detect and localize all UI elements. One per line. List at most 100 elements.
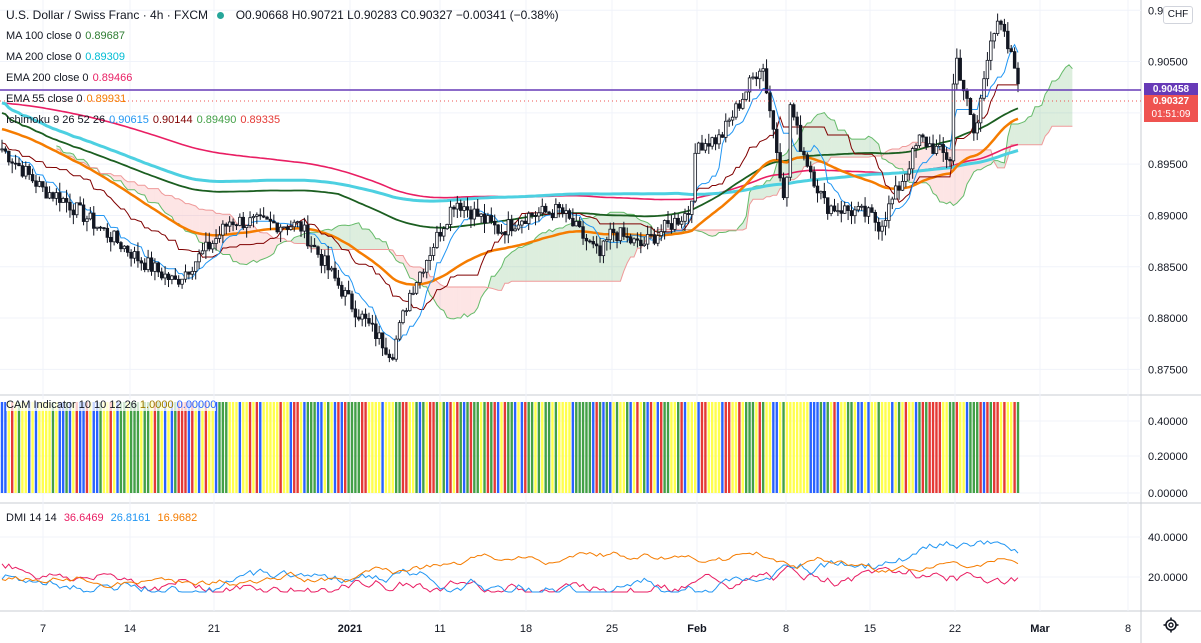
cloud-segment (501, 258, 505, 291)
cam-bar (286, 402, 289, 493)
cam-bar (61, 402, 65, 493)
dmi-plus-value: 36.6469 (63, 512, 104, 524)
cam-bar (857, 402, 860, 493)
cam-bar (228, 402, 231, 493)
cloud-segment (511, 250, 516, 282)
candle-body (931, 143, 935, 154)
cloud-segment (1018, 122, 1022, 145)
candle-body (251, 216, 256, 219)
cam-bar (160, 402, 163, 493)
cloud-segment (1055, 78, 1059, 127)
cam-bar (955, 402, 959, 493)
candle-body (846, 205, 850, 211)
cloud-segment (311, 232, 315, 249)
cam-bar (643, 402, 646, 493)
candle-body (20, 165, 25, 177)
candle-body (955, 57, 959, 85)
candle-body (221, 223, 225, 236)
cam-bar (568, 402, 571, 493)
cam-bar (391, 402, 394, 493)
cam-bar (697, 402, 700, 493)
cam-bar (812, 402, 816, 493)
candle-body (737, 103, 742, 109)
candle-body (717, 134, 721, 145)
main-pane[interactable] (0, 0, 1141, 395)
cam-bar (744, 402, 748, 493)
candle-body (47, 192, 52, 199)
symbol-title[interactable]: U.S. Dollar / Swiss Franc · 4h · FXCM O0… (6, 8, 559, 22)
cloud-segment (899, 146, 903, 169)
indicator-legend-item[interactable]: EMA 200 close 0 0.89466 (6, 72, 136, 84)
cam-bar (799, 402, 802, 493)
cam-bar (7, 402, 10, 493)
cam-bar (646, 402, 649, 493)
candle-body (81, 204, 86, 222)
candle-body (598, 245, 602, 257)
cloud-segment (131, 181, 135, 190)
cloud-segment (820, 112, 825, 163)
indicator-legend-item[interactable]: EMA 55 close 0 0.89931 (6, 93, 130, 105)
indicator-legend-item[interactable]: MA 100 close 0 0.89687 (6, 30, 129, 42)
indicator-label: MA 100 close 0 (6, 30, 82, 42)
hline-price-label[interactable]: 0.90458 (1144, 83, 1198, 97)
cloud-segment (80, 159, 84, 163)
cam-bar (4, 402, 7, 493)
cam-bar (10, 402, 14, 493)
cloud-segment (165, 195, 169, 215)
candle-body (44, 186, 48, 199)
time-axis-ticks[interactable]: 7 14 21 2021 11 18 25 Feb 8 15 22 Mar 8 (40, 623, 1131, 635)
currency-button[interactable]: CHF (1163, 6, 1193, 24)
cam-bar (82, 402, 85, 493)
candle-body (995, 20, 1000, 34)
cam-bar (435, 402, 439, 493)
cloud-segment (66, 152, 70, 157)
cam-indicator-bars (0, 402, 1020, 493)
cam-bar (422, 402, 425, 493)
candle-body (88, 212, 93, 220)
candle-body (734, 103, 738, 118)
cloud-segment (895, 149, 900, 169)
cam-bar (877, 402, 880, 493)
cam-bar (150, 402, 153, 493)
dmi-tick-label: 40.0000 (1148, 532, 1188, 544)
candle-body (363, 313, 368, 319)
indicator-legend-item[interactable]: MA 200 close 0 0.89309 (6, 51, 129, 63)
cam-bar (656, 402, 660, 493)
cam-bar (952, 402, 955, 493)
candle-body (316, 246, 320, 255)
cam-bar (677, 402, 680, 493)
price-tick-label: 0.90500 (1148, 57, 1188, 69)
candle-body (907, 168, 911, 175)
candle-body (414, 282, 419, 294)
cloud-segment (542, 232, 546, 282)
candle-body (696, 142, 701, 154)
cam-bar (908, 402, 911, 493)
cam-bar (993, 402, 996, 493)
candle-body (489, 215, 494, 222)
candle-body (540, 205, 544, 214)
candle-body (778, 152, 782, 179)
senkou-span-b (56, 125, 1073, 291)
cam-bar (24, 402, 27, 493)
candle-body (968, 98, 973, 115)
indicator-legend-item[interactable]: Ichimoku 9 26 52 26 0.90615 0.90144 0.89490… (6, 114, 284, 126)
cam-bar (636, 402, 639, 493)
cam-bar (710, 402, 714, 493)
candle-body (645, 234, 650, 245)
cam-bar (68, 402, 72, 493)
candle-body (10, 161, 14, 164)
cam-bar (44, 402, 48, 493)
candle-body (632, 238, 636, 244)
candle-body (183, 271, 188, 280)
symbol-name[interactable]: U.S. Dollar / Swiss Franc · 4h · FXCM (6, 8, 209, 22)
cloud-segment (532, 238, 536, 282)
cam-bar (843, 402, 846, 493)
cloud-segment (1058, 72, 1063, 127)
cloud-segment (871, 137, 876, 157)
cam-bar (316, 402, 320, 493)
gear-icon[interactable] (1163, 617, 1179, 633)
candle-body (166, 273, 171, 280)
candle-body (418, 271, 422, 283)
candle-body (231, 221, 235, 226)
